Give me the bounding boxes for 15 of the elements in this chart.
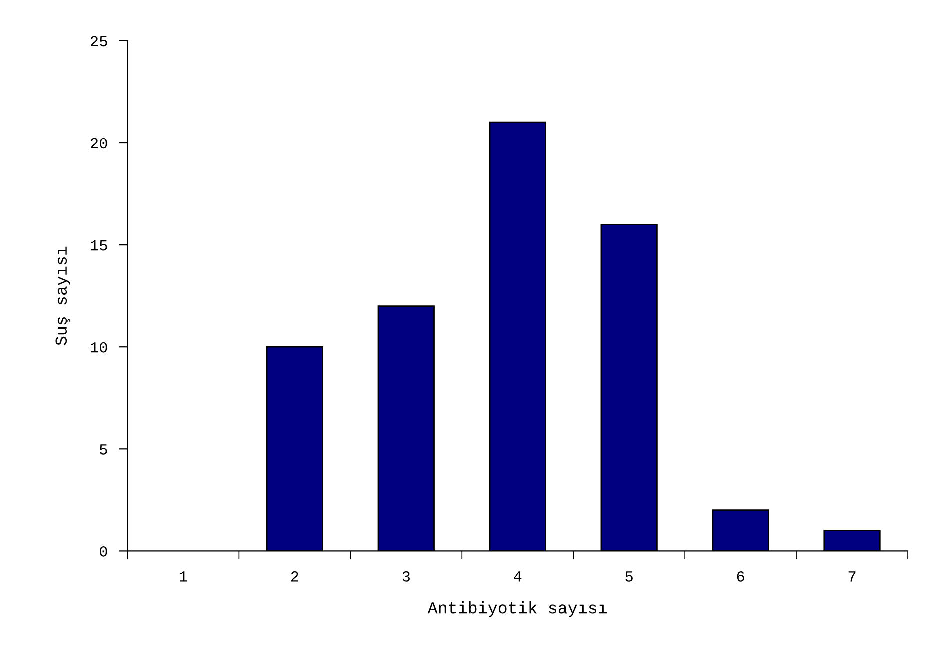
x-tick-label: 2 (291, 571, 298, 582)
y-tick-label: 0 (100, 546, 108, 557)
x-tick-label: 4 (514, 572, 522, 582)
x-tick-label: 5 (626, 572, 633, 582)
x-axis-title: Antibiyotik sayısı (428, 602, 608, 618)
y-tick-label: 20 (90, 138, 108, 149)
x-tick-label: 6 (737, 571, 744, 582)
x-tick-label: 7 (848, 572, 856, 582)
x-tick-label: 1 (180, 572, 188, 582)
y-tick-label: 15 (91, 240, 108, 251)
y-tick-label: 25 (90, 36, 108, 47)
y-axis-title: Suş sayısı (56, 246, 70, 346)
x-tick-label: 3 (402, 571, 410, 582)
y-tick-label: 10 (91, 342, 108, 353)
y-tick-label: 5 (100, 444, 108, 455)
